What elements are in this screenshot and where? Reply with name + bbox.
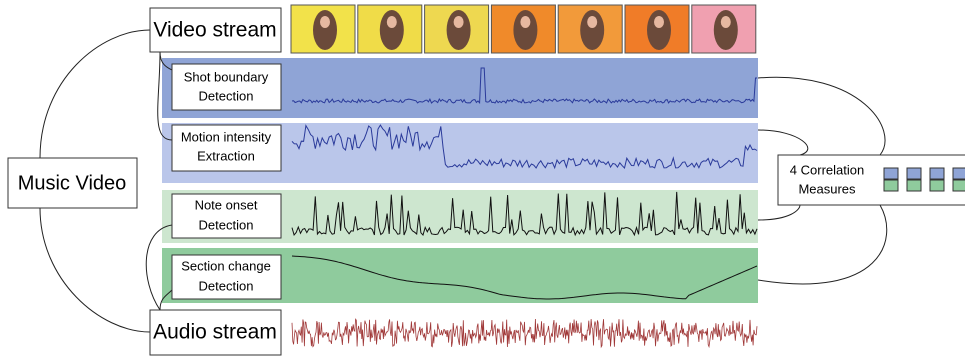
- output-label: Measures: [798, 181, 856, 196]
- connector: [758, 205, 887, 284]
- stream-label: Audio stream: [153, 321, 277, 344]
- thumbnail-face: [587, 16, 597, 28]
- thumbnail-face: [320, 16, 330, 28]
- feature-label: Detection: [199, 217, 254, 232]
- feature-label: Note onset: [195, 197, 258, 212]
- feature-label: Section change: [181, 258, 271, 273]
- root-label: Music Video: [18, 172, 127, 194]
- audio-signal: [292, 319, 757, 347]
- diagram: Music Video Video stream Audio stream Sh…: [0, 0, 965, 358]
- measure-top: [930, 168, 944, 179]
- thumbnail-face: [654, 16, 664, 28]
- measure-bottom: [953, 180, 965, 191]
- measure-bottom: [930, 180, 944, 191]
- measure-bottom: [907, 180, 921, 191]
- connector: [758, 130, 808, 155]
- video-thumbnails: [291, 5, 756, 53]
- thumbnail-face: [454, 16, 464, 28]
- feature-label: Motion intensity: [181, 129, 272, 144]
- connector: [40, 30, 150, 158]
- feature-label: Shot boundary: [184, 69, 269, 84]
- connector: [40, 208, 150, 332]
- feature-label: Detection: [199, 88, 254, 103]
- measure-top: [884, 168, 898, 179]
- stream-label: Video stream: [153, 19, 276, 42]
- measure-top: [953, 168, 965, 179]
- thumbnail-face: [721, 16, 731, 28]
- feature-label: Extraction: [197, 148, 255, 163]
- output-label: 4 Correlation: [790, 162, 864, 177]
- connector: [758, 205, 800, 220]
- thumbnail-face: [520, 16, 530, 28]
- measure-top: [907, 168, 921, 179]
- connector: [758, 77, 885, 155]
- measure-bottom: [884, 180, 898, 191]
- thumbnail-face: [387, 16, 397, 28]
- feature-label: Detection: [199, 278, 254, 293]
